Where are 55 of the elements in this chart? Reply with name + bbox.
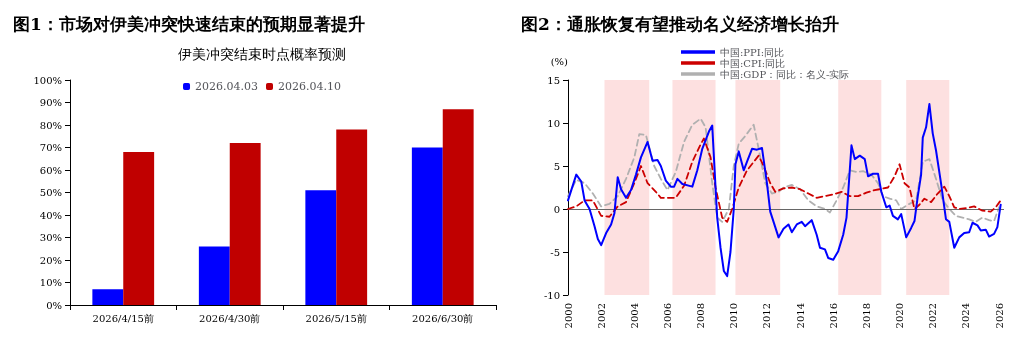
x-tick-label: 2026/4/30前 (199, 312, 261, 324)
bar (442, 109, 474, 305)
x-tick-label: 2010 (728, 303, 740, 329)
y-tick-label: 50% (39, 187, 62, 198)
y-tick-label: 100% (33, 74, 62, 86)
bar (92, 289, 124, 305)
x-tick-label: 2008 (695, 303, 707, 329)
line-series (567, 103, 1002, 278)
y-tick-label: 10 (547, 117, 560, 129)
x-tick-label: 2012 (761, 303, 773, 329)
bar (336, 129, 368, 305)
legend-label: 中国:GDP：同比：名义-实际 (720, 68, 850, 80)
x-tick-label: 2002 (595, 303, 607, 329)
legend-label: 中国:CPI:同比 (720, 57, 786, 69)
x-tick-label: 2020 (894, 303, 906, 329)
line-series (567, 117, 1000, 223)
x-tick-label: 2004 (628, 303, 640, 329)
x-tick-label: 2016 (827, 303, 839, 329)
y-tick-label: 10% (39, 277, 62, 288)
y-axis-title: (%) (550, 55, 569, 67)
y-tick-label: 40% (39, 209, 62, 221)
y-tick-label: 5 (553, 160, 560, 172)
x-tick-label: 2014 (794, 303, 806, 329)
x-tick-label: 2022 (927, 303, 939, 329)
y-tick-label: 80% (39, 119, 62, 131)
bar (123, 152, 155, 305)
chart-title: 图2：通胀恢复有望推动名义经济增长抬升 (521, 13, 839, 34)
legend-label: 2026.04.03 (195, 80, 258, 93)
bar (229, 143, 261, 305)
x-tick-label: 2024 (960, 303, 972, 329)
x-tick-label: 2018 (860, 303, 872, 329)
y-tick-label: 30% (39, 232, 62, 243)
x-tick-label: 2026 (993, 303, 1005, 329)
x-tick-label: 2026/6/30前 (412, 312, 474, 324)
bar (305, 190, 337, 305)
x-tick-label: 2026/5/15前 (305, 312, 367, 324)
y-tick-label: 60% (39, 164, 62, 176)
y-tick-label: 70% (39, 142, 62, 153)
x-tick-label: 2000 (562, 303, 574, 329)
y-tick-label: 0% (46, 299, 62, 311)
y-tick-label: -10 (543, 289, 560, 301)
legend-label: 中国:PPI:同比 (720, 46, 785, 58)
y-tick-label: 0 (553, 203, 560, 215)
y-tick-label: -5 (550, 246, 560, 258)
chart-subtitle: 伊美冲突结束时点概率预测 (178, 46, 346, 62)
x-tick-label: 2006 (661, 303, 673, 329)
bar (411, 147, 443, 305)
y-tick-label: 90% (39, 97, 62, 108)
y-tick-label: 15 (547, 74, 560, 86)
line-series (567, 137, 1002, 223)
y-tick-label: 20% (39, 254, 62, 266)
legend-label: 2026.04.10 (278, 80, 341, 93)
x-tick-label: 2026/4/15前 (92, 312, 154, 324)
bar (198, 246, 230, 305)
chart-title: 图1：市场对伊美冲突快速结束的预期显著提升 (13, 13, 365, 34)
